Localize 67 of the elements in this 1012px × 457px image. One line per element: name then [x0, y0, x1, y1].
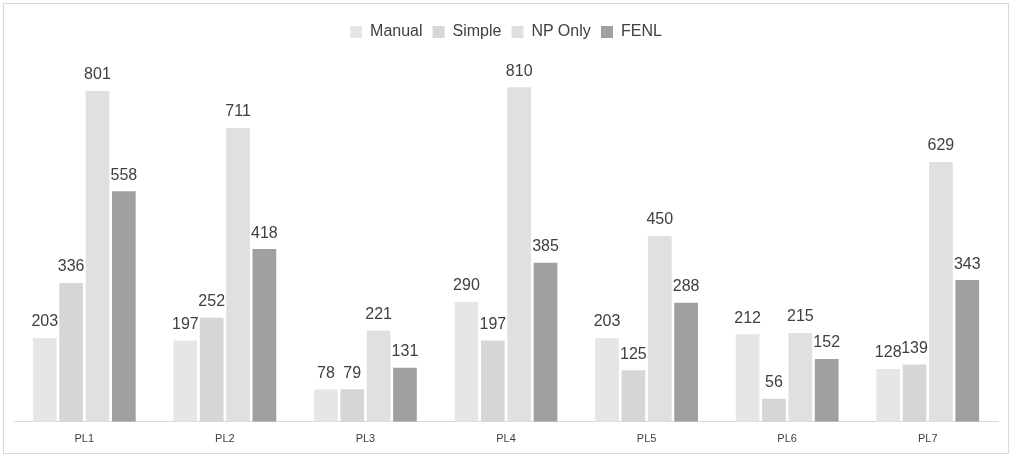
bar — [366, 330, 391, 422]
data-label: 152 — [813, 333, 841, 351]
bar — [199, 317, 224, 422]
data-label: 801 — [84, 65, 111, 83]
x-tick-label: PL5 — [636, 432, 657, 445]
legend-label: FENL — [621, 22, 663, 40]
bar — [507, 87, 532, 422]
bar — [393, 367, 417, 422]
data-label: 558 — [110, 165, 138, 183]
bar — [595, 337, 619, 422]
bar — [955, 280, 980, 422]
bar — [111, 191, 136, 422]
bar — [674, 302, 698, 422]
data-label: 336 — [57, 257, 85, 275]
data-label: 288 — [672, 277, 700, 295]
data-label: 215 — [786, 307, 814, 325]
x-tick-label: PL7 — [917, 432, 938, 445]
data-label: 418 — [251, 223, 278, 241]
data-label: 221 — [365, 304, 393, 322]
data-label: 212 — [734, 308, 762, 326]
bar — [876, 368, 901, 422]
data-label: 56 — [765, 373, 783, 391]
bar — [59, 283, 83, 422]
data-label: 197 — [171, 314, 199, 332]
data-label: 629 — [927, 136, 955, 154]
data-label: 203 — [593, 312, 621, 330]
bar — [252, 249, 277, 422]
legend-label: Simple — [452, 22, 502, 40]
bar — [647, 235, 672, 422]
data-label: 125 — [620, 344, 647, 362]
bar — [533, 262, 558, 422]
data-label: 131 — [391, 342, 419, 360]
bar — [621, 370, 646, 422]
data-label: 203 — [31, 312, 59, 330]
data-label: 252 — [198, 292, 226, 310]
bar — [902, 364, 927, 422]
legend-label: Manual — [370, 22, 423, 40]
bar — [314, 389, 338, 422]
data-label: 450 — [646, 210, 674, 228]
data-label: 810 — [505, 61, 533, 79]
x-tick-label: PL1 — [74, 432, 95, 445]
legend-label: NP Only — [531, 22, 591, 40]
data-label: 385 — [532, 237, 559, 255]
bar — [814, 359, 839, 422]
bar — [788, 332, 813, 422]
bar — [32, 337, 57, 422]
bar — [340, 389, 365, 422]
bar — [85, 90, 110, 422]
data-label: 290 — [453, 276, 480, 294]
bar — [226, 128, 250, 422]
data-label: 197 — [479, 314, 507, 332]
bar — [762, 398, 786, 422]
data-label: 139 — [901, 338, 928, 356]
data-label: 343 — [953, 254, 981, 272]
bar — [454, 302, 479, 422]
data-label: 711 — [225, 102, 251, 120]
x-tick-label: PL3 — [355, 432, 376, 445]
x-tick-label: PL6 — [777, 432, 797, 445]
data-label: 128 — [874, 343, 902, 361]
bar — [480, 340, 505, 422]
bar — [735, 334, 760, 422]
bar — [929, 161, 953, 422]
bar — [173, 340, 198, 422]
x-tick-label: PL2 — [215, 432, 235, 445]
x-tick-label: PL4 — [496, 432, 516, 445]
data-label: 79 — [343, 363, 362, 381]
data-label: 78 — [316, 363, 335, 381]
